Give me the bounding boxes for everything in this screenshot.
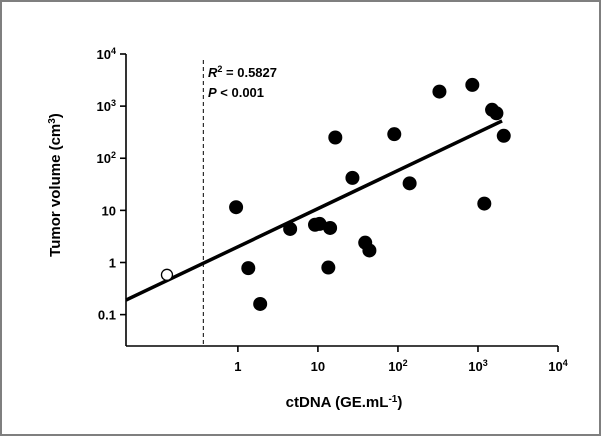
- data-point: [477, 196, 492, 211]
- y-tick-label: 10: [102, 203, 116, 218]
- open-data-point: [160, 268, 174, 281]
- r2-annotation: R2 = 0.5827: [208, 64, 277, 80]
- p-symbol: P: [208, 85, 217, 100]
- x-tick-label: 103: [468, 358, 487, 374]
- r2-exponent: 2: [217, 64, 222, 74]
- data-point: [229, 200, 244, 215]
- data-point: [328, 130, 343, 145]
- data-point: [283, 221, 298, 236]
- r2-symbol: R: [208, 65, 218, 80]
- data-point: [402, 176, 417, 191]
- data-point: [241, 261, 256, 276]
- data-point: [489, 106, 504, 121]
- regression-line: [125, 119, 503, 302]
- x-tick-label: 102: [388, 358, 407, 374]
- x-tick-label: 10: [311, 359, 325, 374]
- y-tick-label: 102: [97, 150, 116, 166]
- data-point: [362, 243, 377, 258]
- data-point: [496, 128, 511, 143]
- data-point: [345, 170, 360, 185]
- p-value: < 0.001: [217, 85, 264, 100]
- x-tick-label: 1: [234, 359, 241, 374]
- y-tick-label: 0.1: [98, 308, 116, 323]
- x-tick-label: 104: [548, 358, 567, 374]
- y-tick-label: 104: [97, 46, 116, 62]
- y-axis-title: Tumor volume (cm3): [47, 113, 65, 257]
- data-points: [160, 77, 511, 311]
- data-point: [323, 220, 338, 235]
- x-axis-title: ctDNA (GE.mL-1): [286, 394, 403, 412]
- data-point: [387, 127, 402, 142]
- axes: [120, 53, 559, 352]
- data-point: [253, 296, 268, 311]
- y-tick-label: 103: [97, 98, 116, 114]
- y-tick-label: 1: [109, 255, 116, 270]
- data-point: [312, 216, 327, 231]
- data-point: [321, 260, 336, 275]
- tick-labels: 1 10 102 103 104 0.1 1 10 102 103 104: [97, 46, 568, 374]
- r2-value: = 0.5827: [222, 65, 277, 80]
- p-annotation: P < 0.001: [208, 85, 264, 100]
- data-point: [432, 84, 447, 99]
- data-point: [465, 77, 480, 92]
